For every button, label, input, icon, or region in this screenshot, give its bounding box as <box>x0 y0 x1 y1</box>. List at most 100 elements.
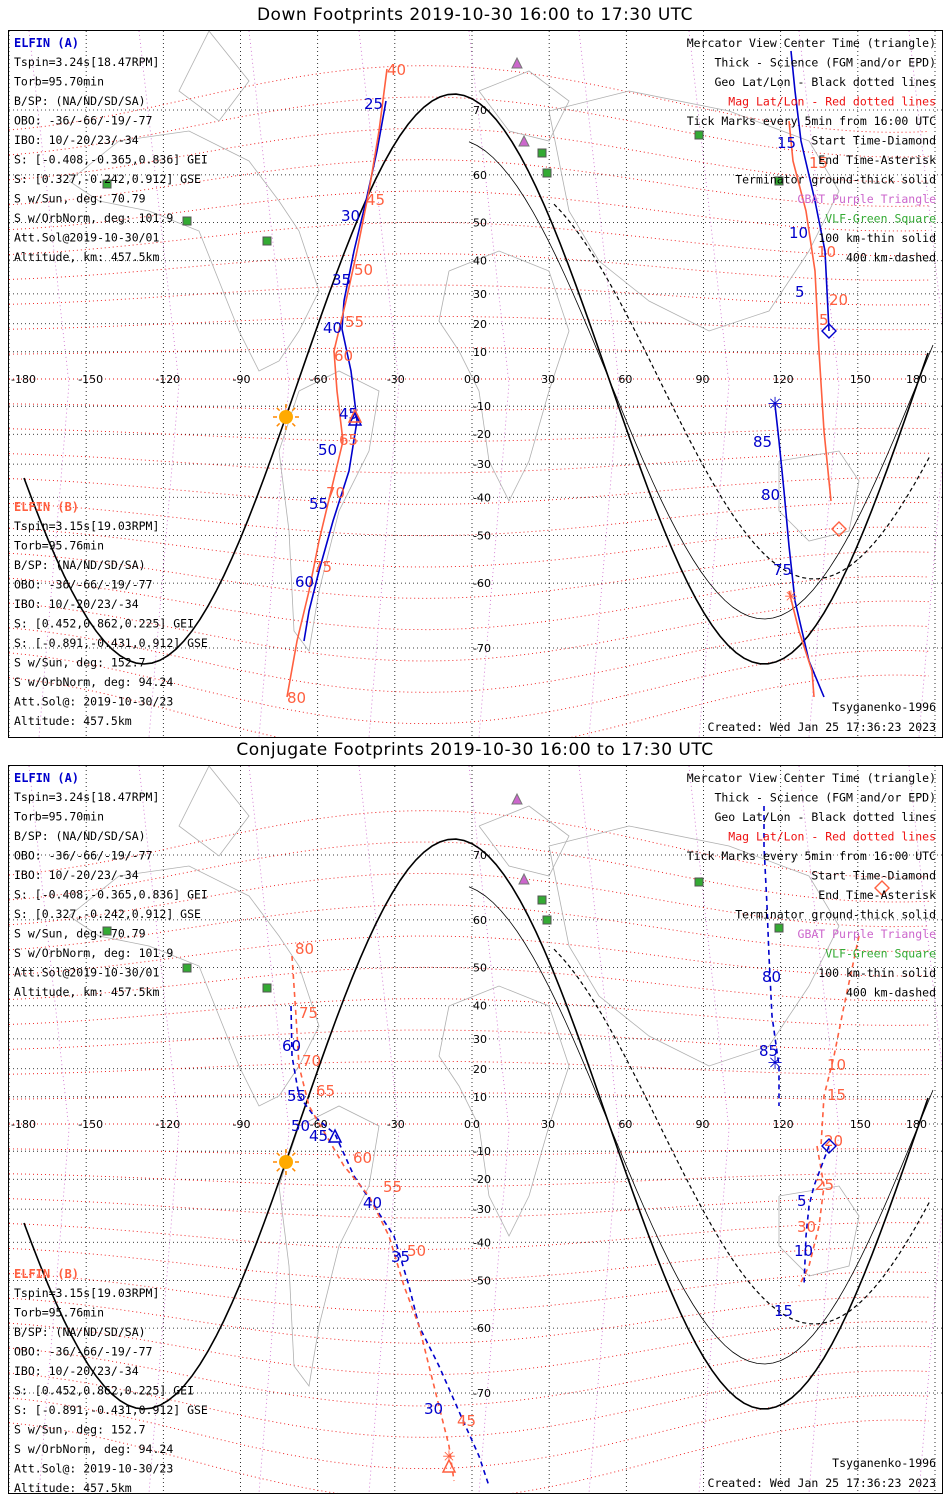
elfin-b-tick-label: 60 <box>353 1149 372 1167</box>
elfin-b-tick-label: 70 <box>326 484 345 502</box>
elfin-b-track-east <box>798 1145 825 1287</box>
lat-tick-label: 70 <box>473 849 487 862</box>
lon-tick-label: -60 <box>310 1118 328 1131</box>
legend-line: VLF-Green Square <box>825 212 936 226</box>
lon-tick-label: -180 <box>11 1118 36 1131</box>
lat-tick-label: -10 <box>473 400 491 413</box>
lon-tick-label: -120 <box>155 1118 180 1131</box>
lon-tick-label: -90 <box>233 1118 251 1131</box>
lat-tick-label: -30 <box>473 458 491 471</box>
coastline <box>438 985 570 1237</box>
legend-line: Tick Marks every 5min from 16:00 UTC <box>687 114 936 128</box>
legend-line: End Time-Asterisk <box>818 888 936 902</box>
elfin-b-tick-label: 30 <box>797 1218 816 1236</box>
elfin-a-end-asterisk: ✳ <box>767 394 782 415</box>
lat-tick-label: -20 <box>473 1173 491 1186</box>
lat-tick-label: -70 <box>473 1387 491 1400</box>
elfin-a-name: ELFIN (A) <box>14 771 79 785</box>
elfin-a-track <box>290 1005 490 1487</box>
sun-ray <box>291 407 296 412</box>
elfin-b-tick-label: 75 <box>313 558 332 576</box>
legend-line: 100 km-thin solid <box>818 966 936 980</box>
mag-lon-line <box>688 766 730 1493</box>
elfin-b-info-line: S w/Sun, deg: 152.7 <box>14 656 146 670</box>
elfin-b-info-line: S w/OrbNorm, deg: 94.24 <box>14 675 173 689</box>
mag-lon-line <box>138 766 180 1493</box>
elfin-b-info-line: Altitude: 457.5km <box>14 1481 132 1493</box>
lat-tick-label: -60 <box>473 577 491 590</box>
lon-tick-label: 0 <box>464 373 471 386</box>
elfin-b-track <box>291 955 455 1482</box>
down-map-canvas: -180 -150 -120 -90 -60 -30 0 30 60 90 120 150 180706… <box>9 31 942 737</box>
lon-tick-label: -150 <box>78 373 103 386</box>
elfin-a-info-line: S w/Sun, deg: 70.79 <box>14 192 146 206</box>
model-name: Tsyganenko-1996 <box>832 1456 936 1470</box>
elfin-a-info-line: S: [-0.408,-0.365,0.836] GEI <box>14 888 208 902</box>
elfin-b-name: ELFIN (B) <box>14 1267 79 1281</box>
mag-lat-line <box>9 427 930 443</box>
elfin-a-info-line: Torb=95.70min <box>14 75 104 89</box>
elfin-b-info-line: Att.Sol@: 2019-10-30/23 <box>14 1462 173 1476</box>
mag-lat-line <box>9 998 930 1026</box>
mag-lat-line <box>9 1419 930 1493</box>
terminator-curve <box>23 838 929 1410</box>
mag-lat-line <box>9 1148 930 1156</box>
mag-lat-line <box>9 347 930 355</box>
elfin-a-tick-label: 45 <box>309 1127 328 1145</box>
elfin-a-name: ELFIN (A) <box>14 36 79 50</box>
elfin-a-tick-label: 30 <box>424 1400 443 1418</box>
mag-lat-line <box>9 1092 930 1100</box>
legend-line: Terminator ground-thick solid <box>735 908 936 922</box>
elfin-a-track-east-2 <box>803 1145 830 1287</box>
elfin-b-tick-label: 10 <box>817 243 836 261</box>
terminator-100km <box>468 141 934 620</box>
legend-line: Mercator View Center Time (triangle) <box>687 771 936 785</box>
coastline <box>548 825 840 1067</box>
vlf-marker <box>542 915 552 925</box>
elfin-b-info-line: S: [-0.891,-0.431,0.912] GSE <box>14 636 208 650</box>
elfin-a-info-line: Tspin=3.24s[18.47RPM] <box>14 55 159 69</box>
gbat-marker <box>511 792 523 805</box>
lon-tick-label: -60 <box>310 373 328 386</box>
elfin-b-tick-label: 65 <box>316 1082 335 1100</box>
elfin-a-info-line: IBO: 10/-20/23/-34 <box>14 133 139 147</box>
lon-tick-label: -150 <box>78 1118 103 1131</box>
conjugate-panel-title: Conjugate Footprints 2019-10-30 16:00 to… <box>236 740 714 760</box>
elfin-b-tick-label: 25 <box>815 1176 834 1194</box>
elfin-b-tick-label: 55 <box>345 313 364 331</box>
elfin-a-tick-label: 40 <box>363 1194 382 1212</box>
lat-tick-label: 40 <box>473 255 487 268</box>
legend-line: Tick Marks every 5min from 16:00 UTC <box>687 849 936 863</box>
lon-tick-label: 60 <box>618 1118 632 1131</box>
elfin-b-track-east-2 <box>820 935 860 1147</box>
elfin-a-tick-label: 55 <box>309 495 328 513</box>
mag-lat-line <box>9 1172 930 1188</box>
mag-lat-line <box>9 904 930 952</box>
elfin-a-tick-label: 50 <box>318 441 337 459</box>
elfin-a-end-asterisk: ✳ <box>767 1053 782 1074</box>
elfin-b-info-line: S: [0.452,0.862,0.225] GEI <box>14 617 194 631</box>
mag-lat-line <box>9 477 930 505</box>
mag-lon-line <box>248 31 290 737</box>
mag-lat-line <box>9 159 930 207</box>
mag-lat-line <box>9 315 930 331</box>
vlf-marker <box>262 236 272 246</box>
legend-line: GBAT Purple Triangle <box>798 927 937 941</box>
mag-lon-line <box>248 766 290 1493</box>
elfin-b-tick-label: 80 <box>295 940 314 958</box>
elfin-a-start-diamond <box>821 323 837 339</box>
vlf-marker <box>774 923 784 933</box>
elfin-b-end-asterisk: ✳ <box>442 1447 455 1466</box>
down-footprints-map: -180 -150 -120 -90 -60 -30 0 30 60 90 120 150 180 70 6… <box>8 30 943 738</box>
created-timestamp: Created: Wed Jan 25 17:36:23 2023 <box>708 1476 937 1490</box>
coastline <box>278 370 380 652</box>
elfin-a-tick-label: 40 <box>323 319 342 337</box>
elfin-b-tick-label: 50 <box>407 1242 426 1260</box>
lat-tick-label: 50 <box>473 216 487 229</box>
elfin-a-info-line: Torb=95.70min <box>14 810 104 824</box>
lon-tick-label: 30 <box>541 1118 555 1131</box>
vlf-marker <box>774 176 784 186</box>
vlf-marker <box>182 963 192 973</box>
elfin-b-start-diamond <box>874 880 890 896</box>
elfin-a-tick-label: 10 <box>789 224 808 242</box>
